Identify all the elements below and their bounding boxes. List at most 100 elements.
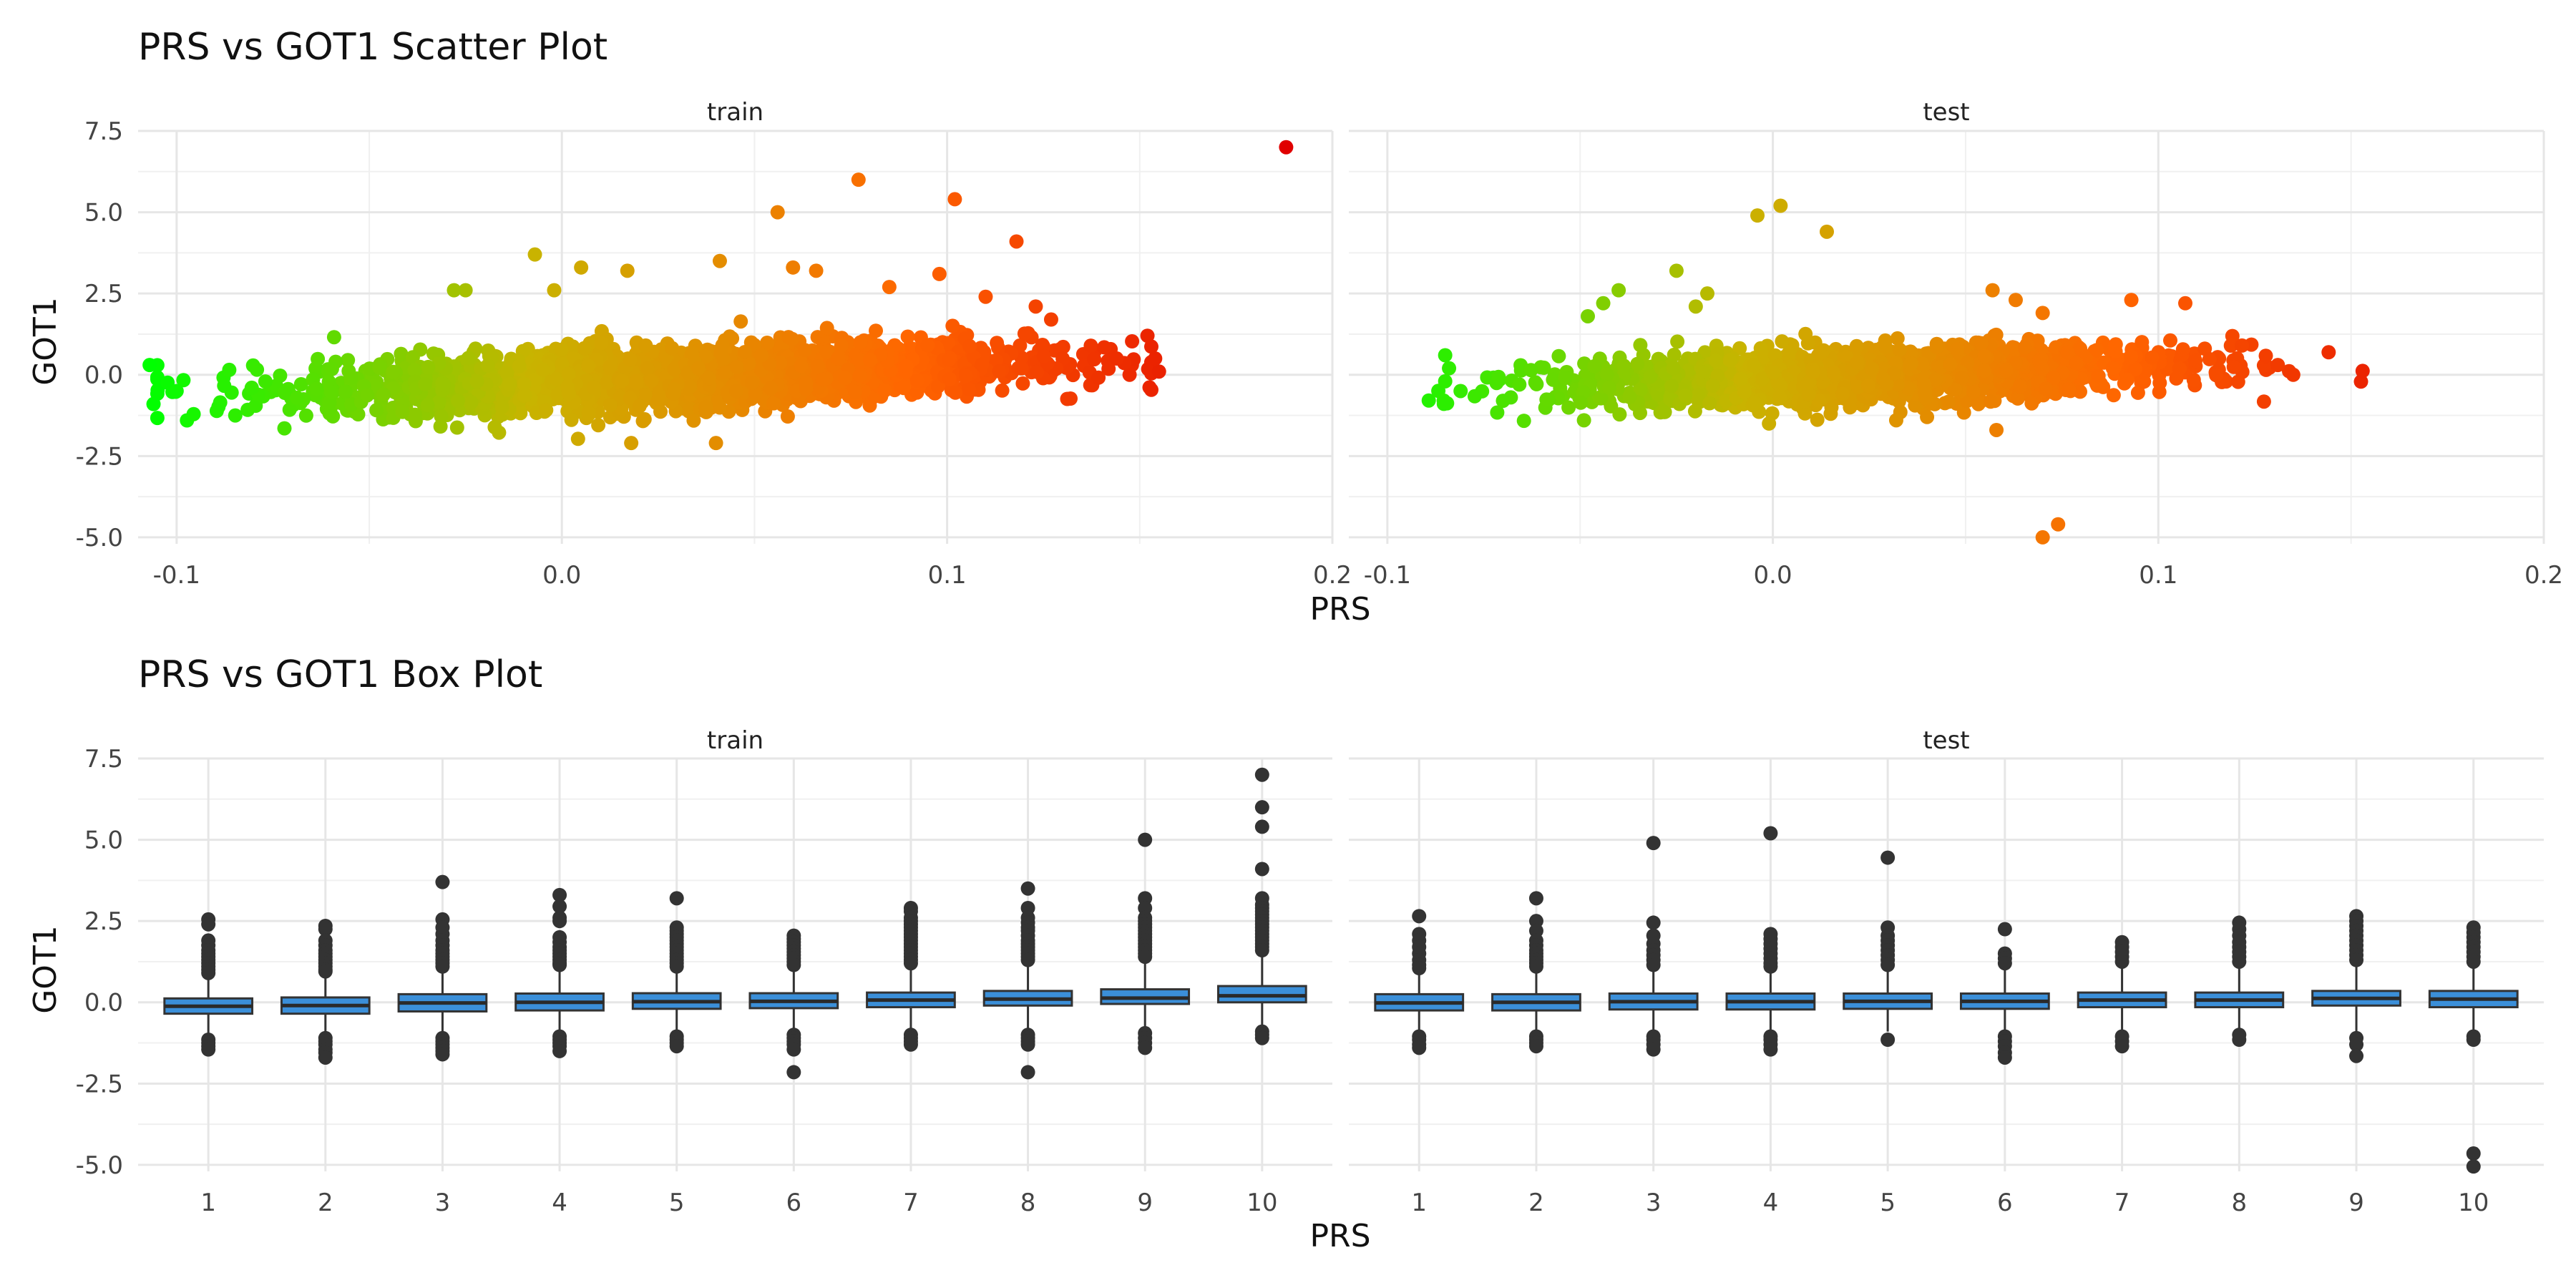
- box-x-tick-label: 3: [1646, 1189, 1662, 1217]
- scatter-point: [2012, 379, 2027, 394]
- scatter-point: [712, 400, 727, 415]
- scatter-point: [831, 351, 846, 366]
- scatter-point: [1678, 388, 1693, 403]
- scatter-point: [2106, 388, 2121, 403]
- scatter-point: [1125, 334, 1140, 348]
- scatter-point: [581, 358, 596, 374]
- scatter-chart-title: PRS vs GOT1 Scatter Plot: [138, 26, 608, 69]
- scatter-point: [1892, 342, 1907, 357]
- box-outlier: [1138, 1040, 1153, 1055]
- scatter-point: [2270, 358, 2285, 373]
- scatter-point: [1551, 348, 1566, 364]
- scatter-point: [290, 390, 305, 405]
- box-outlier: [318, 922, 333, 937]
- scatter-point: [527, 247, 542, 262]
- box-x-tick-label: 5: [1880, 1189, 1896, 1217]
- scatter-point: [2089, 343, 2104, 358]
- box-outlier: [435, 1047, 450, 1062]
- scatter-point: [729, 360, 744, 374]
- scatter-point: [499, 366, 514, 381]
- box-x-axis-title: PRS: [1309, 1218, 1370, 1254]
- scatter-point: [517, 388, 532, 403]
- scatter-point: [2105, 361, 2120, 376]
- scatter-point: [2091, 369, 2106, 384]
- scatter-point: [146, 396, 161, 411]
- box-10: [1216, 767, 1307, 1045]
- box-outlier: [1997, 956, 2012, 971]
- scatter-point: [2188, 353, 2203, 369]
- scatter-point: [309, 381, 324, 396]
- scatter-point: [1596, 296, 1611, 311]
- scatter-point: [323, 384, 338, 399]
- scatter-point: [638, 388, 653, 402]
- scatter-point: [1709, 353, 1724, 368]
- scatter-point: [369, 403, 384, 418]
- scatter-point: [945, 318, 960, 333]
- scatter-point: [624, 436, 639, 451]
- scatter-point: [1737, 384, 1752, 399]
- scatter-points-test: [1421, 198, 2370, 545]
- scatter-point: [2202, 351, 2217, 366]
- scatter-point: [640, 361, 655, 376]
- box-1: [163, 912, 254, 1057]
- scatter-point: [209, 404, 224, 419]
- scatter-point: [834, 338, 849, 353]
- scatter-point: [1890, 377, 1905, 392]
- scatter-point: [2145, 350, 2160, 365]
- box-1: [1374, 909, 1465, 1055]
- scatter-point: [418, 376, 432, 391]
- scatter-point: [794, 358, 809, 374]
- box-outlier: [1254, 767, 1269, 782]
- box-chart-title: PRS vs GOT1 Box Plot: [138, 653, 542, 696]
- scatter-point: [809, 263, 824, 278]
- scatter-point: [322, 395, 337, 410]
- scatter-point: [667, 381, 682, 396]
- scatter-y-tick-label: 5.0: [84, 199, 123, 228]
- scatter-point: [988, 353, 1003, 368]
- box-y-axis-title: GOT1: [27, 925, 64, 1014]
- scatter-point: [433, 419, 448, 434]
- box-x-tick-label: 5: [669, 1189, 685, 1217]
- box-outlier: [1254, 800, 1269, 815]
- box-outlier: [786, 1042, 801, 1057]
- box-y-tick-label: 7.5: [84, 745, 123, 774]
- scatter-point: [1516, 414, 1531, 429]
- box-8: [982, 881, 1073, 1080]
- scatter-point: [311, 351, 326, 366]
- scatter-point: [1971, 396, 1986, 411]
- scatter-point: [2060, 345, 2075, 360]
- scatter-point: [2108, 337, 2123, 352]
- scatter-point: [160, 375, 175, 390]
- scatter-point: [555, 356, 570, 371]
- scatter-point: [1599, 367, 1614, 382]
- scatter-point: [1757, 349, 1772, 364]
- scatter-point: [1581, 308, 1595, 323]
- scatter-panel-train: train-0.1 0.0 0.1 0.2-5.0-2.50.02.55.07.5: [76, 98, 1352, 590]
- scatter-point: [941, 352, 956, 367]
- scatter-point: [2128, 361, 2142, 376]
- scatter-point: [517, 376, 532, 391]
- scatter-point: [1781, 346, 1796, 361]
- scatter-point: [620, 263, 635, 278]
- scatter-point: [1733, 371, 1748, 386]
- scatter-point: [930, 379, 945, 394]
- box-outlier: [2349, 1037, 2364, 1052]
- scatter-point: [1546, 372, 1561, 387]
- scatter-point: [2152, 384, 2167, 399]
- scatter-point: [570, 431, 585, 447]
- scatter-point: [142, 358, 157, 373]
- scatter-point: [1602, 380, 1616, 395]
- box-outlier: [435, 874, 450, 889]
- scatter-point: [1999, 364, 2014, 378]
- scatter-y-tick-label: 0.0: [84, 361, 123, 390]
- scatter-point: [1966, 384, 1981, 399]
- scatter-point: [1561, 400, 1576, 415]
- scatter-point: [1140, 328, 1155, 343]
- scatter-point: [1850, 355, 1865, 370]
- scatter-point: [602, 359, 618, 374]
- scatter-point: [1496, 394, 1511, 409]
- scatter-point: [691, 361, 706, 376]
- scatter-point: [899, 358, 914, 374]
- scatter-point: [1775, 334, 1790, 349]
